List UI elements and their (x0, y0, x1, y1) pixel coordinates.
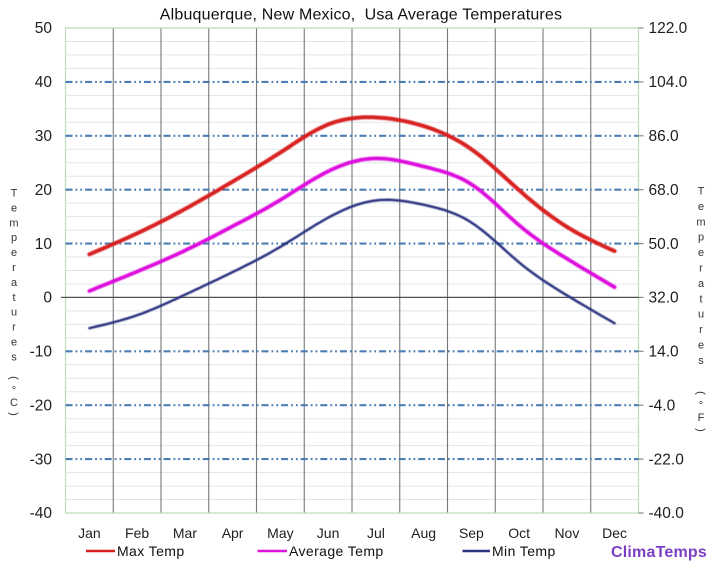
svg-text:Jun: Jun (317, 525, 340, 541)
svg-text:t: t (12, 292, 15, 304)
svg-text:u: u (11, 307, 17, 319)
svg-text:F: F (698, 412, 705, 424)
svg-text:Aug: Aug (411, 525, 436, 541)
svg-text:°: ° (699, 400, 703, 412)
svg-text:-30: -30 (30, 451, 53, 468)
svg-text:e: e (698, 340, 704, 352)
svg-text:m: m (696, 216, 705, 228)
svg-text:-10: -10 (30, 344, 53, 361)
svg-text:a: a (11, 277, 18, 289)
svg-text:r: r (699, 324, 703, 336)
svg-text:ClimaTemps: ClimaTemps (611, 544, 707, 561)
svg-text:p: p (698, 232, 704, 244)
svg-text:-4.0: -4.0 (649, 397, 676, 414)
svg-text:104.0: 104.0 (649, 74, 688, 91)
svg-text:e: e (11, 337, 17, 349)
svg-text:e: e (11, 202, 17, 214)
svg-text:°: ° (12, 385, 16, 397)
svg-text:20: 20 (35, 182, 53, 199)
svg-text:Nov: Nov (554, 525, 579, 541)
svg-text:Apr: Apr (222, 525, 244, 541)
svg-text:Oct: Oct (508, 525, 530, 541)
svg-text:0: 0 (43, 290, 52, 307)
svg-text:-20: -20 (30, 397, 53, 414)
svg-text:122.0: 122.0 (649, 20, 688, 37)
svg-text:s: s (11, 351, 17, 363)
svg-text:30: 30 (35, 128, 53, 145)
svg-text:T: T (11, 188, 18, 200)
svg-text:68.0: 68.0 (649, 182, 680, 199)
svg-text:C: C (10, 397, 18, 409)
svg-text:e: e (698, 201, 704, 213)
svg-text:May: May (267, 525, 293, 541)
svg-text:u: u (698, 309, 704, 321)
svg-text:t: t (699, 293, 702, 305)
svg-text:32.0: 32.0 (649, 290, 680, 307)
svg-text:Min Temp: Min Temp (492, 543, 556, 559)
svg-text:p: p (11, 232, 17, 244)
svg-text:Albuquerque, New Mexico, Usa: Albuquerque, New Mexico, Usa Average Tem… (160, 7, 562, 24)
svg-text:r: r (699, 263, 703, 275)
svg-text:r: r (12, 322, 16, 334)
svg-text:Dec: Dec (602, 525, 627, 541)
svg-text:r: r (12, 262, 16, 274)
svg-text:14.0: 14.0 (649, 344, 680, 361)
svg-text:): ) (8, 412, 20, 416)
svg-text:Jul: Jul (367, 525, 385, 541)
svg-text:50: 50 (35, 20, 53, 37)
svg-text:): ) (695, 428, 707, 432)
svg-text:e: e (11, 247, 17, 259)
svg-text:e: e (698, 247, 704, 259)
svg-text:86.0: 86.0 (649, 128, 680, 145)
svg-text:-40.0: -40.0 (649, 505, 685, 522)
svg-text:50.0: 50.0 (649, 236, 680, 253)
svg-text:m: m (9, 217, 18, 229)
svg-text:(: ( (695, 391, 707, 395)
svg-text:Sep: Sep (459, 525, 484, 541)
svg-text:Average Temp: Average Temp (289, 543, 384, 559)
svg-text:-22.0: -22.0 (649, 451, 685, 468)
svg-text:T: T (698, 186, 705, 198)
svg-text:-40: -40 (30, 505, 53, 522)
svg-text:10: 10 (35, 236, 53, 253)
svg-text:Feb: Feb (125, 525, 149, 541)
svg-text:s: s (698, 355, 704, 367)
svg-text:(: ( (8, 376, 20, 380)
svg-text:Jan: Jan (78, 525, 101, 541)
svg-text:Mar: Mar (173, 525, 197, 541)
svg-text:40: 40 (35, 74, 53, 91)
svg-text:a: a (698, 278, 705, 290)
svg-text:Max Temp: Max Temp (117, 543, 185, 559)
